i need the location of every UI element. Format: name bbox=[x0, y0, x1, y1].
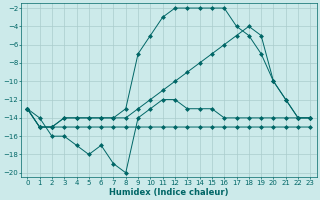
X-axis label: Humidex (Indice chaleur): Humidex (Indice chaleur) bbox=[109, 188, 228, 197]
